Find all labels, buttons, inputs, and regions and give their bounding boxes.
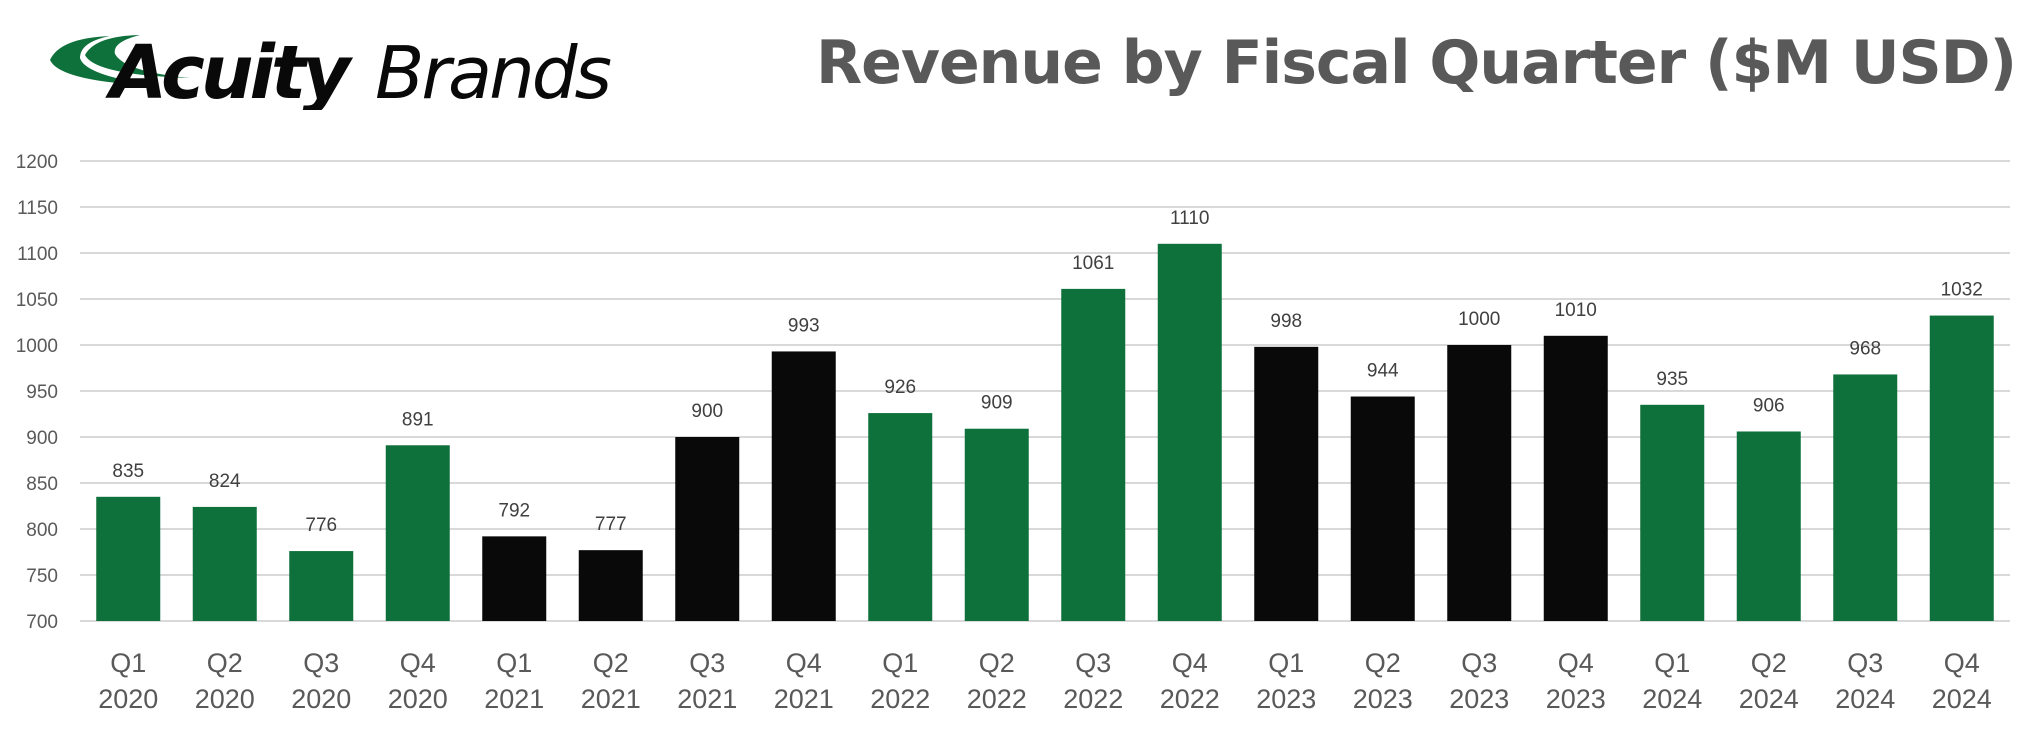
- bar: [96, 496, 161, 621]
- y-tick-label: 850: [26, 474, 58, 495]
- x-tick-year: 2021: [581, 684, 641, 714]
- x-tick-year: 2024: [1642, 684, 1702, 714]
- y-tick-label: 1100: [17, 244, 58, 265]
- data-label: 1000: [1458, 309, 1500, 330]
- x-tick-year: 2020: [195, 684, 255, 714]
- x-tick-quarter: Q4: [1558, 648, 1594, 678]
- x-tick-quarter: Q1: [110, 648, 146, 678]
- y-tick-label: 900: [26, 428, 58, 449]
- x-tick-year: 2023: [1449, 684, 1509, 714]
- data-label: 993: [788, 315, 820, 336]
- x-tick-year: 2023: [1353, 684, 1413, 714]
- x-tick-year: 2022: [1160, 684, 1220, 714]
- bar: [1447, 345, 1512, 621]
- data-label: 968: [1849, 338, 1881, 359]
- acuity-brands-logo: Acuity Brands: [50, 30, 613, 110]
- x-tick-year: 2020: [388, 684, 448, 714]
- x-tick-year: 2021: [774, 684, 834, 714]
- data-label: 891: [402, 409, 434, 430]
- x-tick-year: 2022: [967, 684, 1027, 714]
- data-label: 906: [1753, 395, 1785, 416]
- x-tick-quarter: Q1: [882, 648, 918, 678]
- x-tick-year: 2024: [1932, 684, 1992, 714]
- bar: [482, 536, 547, 621]
- bar: [771, 351, 836, 621]
- bar: [385, 445, 450, 621]
- x-tick-year: 2020: [98, 684, 158, 714]
- bar: [1833, 374, 1898, 621]
- x-tick-year: 2023: [1256, 684, 1316, 714]
- data-label: 835: [112, 461, 144, 482]
- data-label: 1010: [1555, 300, 1597, 321]
- bar: [1640, 404, 1705, 621]
- y-tick-label: 700: [26, 612, 58, 633]
- y-tick-label: 1000: [16, 336, 58, 357]
- bar: [964, 428, 1029, 621]
- bar: [1736, 431, 1801, 621]
- data-label: 909: [981, 393, 1013, 414]
- bar: [1543, 335, 1608, 621]
- data-label: 935: [1656, 369, 1688, 390]
- y-tick-label: 800: [26, 520, 58, 541]
- bar: [578, 550, 643, 621]
- bar: [192, 506, 257, 621]
- data-label: 1032: [1941, 280, 1983, 301]
- y-tick-label: 1200: [16, 152, 58, 173]
- x-tick-quarter: Q1: [1654, 648, 1690, 678]
- data-label: 998: [1270, 311, 1302, 332]
- x-tick-quarter: Q2: [1365, 648, 1401, 678]
- x-tick-quarter: Q2: [979, 648, 1015, 678]
- data-label: 926: [884, 377, 916, 398]
- data-label: 944: [1367, 361, 1399, 382]
- bar: [1061, 288, 1126, 621]
- data-label: 900: [691, 401, 723, 422]
- bar: [1157, 243, 1222, 622]
- x-tick-quarter: Q2: [1751, 648, 1787, 678]
- bar: [1350, 396, 1415, 621]
- x-tick-year: 2024: [1835, 684, 1895, 714]
- x-tick-quarter: Q4: [786, 648, 822, 678]
- bar: [868, 413, 933, 621]
- x-tick-quarter: Q2: [207, 648, 243, 678]
- x-tick-quarter: Q3: [1461, 648, 1497, 678]
- x-tick-quarter: Q3: [303, 648, 339, 678]
- svg-text:Acuity: Acuity: [105, 30, 353, 110]
- x-tick-quarter: Q3: [1847, 648, 1883, 678]
- x-tick-quarter: Q4: [400, 648, 436, 678]
- data-label: 1061: [1072, 253, 1114, 274]
- data-label: 792: [498, 500, 530, 521]
- svg-text:Brands: Brands: [375, 31, 610, 110]
- bar: [289, 551, 354, 621]
- x-tick-year: 2022: [1063, 684, 1123, 714]
- x-tick-quarter: Q3: [1075, 648, 1111, 678]
- data-label: 824: [209, 471, 241, 492]
- x-tick-year: 2021: [484, 684, 544, 714]
- x-tick-quarter: Q1: [496, 648, 532, 678]
- data-label: 776: [305, 515, 337, 536]
- x-tick-year: 2021: [677, 684, 737, 714]
- chart-title: Revenue by Fiscal Quarter ($M USD): [815, 28, 2017, 98]
- bar: [1929, 315, 1994, 621]
- y-tick-label: 750: [26, 566, 58, 587]
- x-tick-year: 2024: [1739, 684, 1799, 714]
- x-tick-quarter: Q2: [593, 648, 629, 678]
- data-label: 1110: [1170, 208, 1209, 229]
- x-tick-quarter: Q4: [1172, 648, 1208, 678]
- x-tick-quarter: Q1: [1268, 648, 1304, 678]
- x-tick-quarter: Q3: [689, 648, 725, 678]
- bar: [675, 437, 740, 621]
- data-label: 777: [595, 514, 627, 535]
- bar: [1254, 346, 1319, 621]
- y-tick-label: 950: [26, 382, 58, 403]
- y-tick-label: 1150: [17, 198, 58, 219]
- x-tick-quarter: Q4: [1944, 648, 1980, 678]
- x-tick-year: 2022: [870, 684, 930, 714]
- x-tick-year: 2020: [291, 684, 351, 714]
- y-tick-label: 1050: [16, 290, 58, 311]
- x-tick-year: 2023: [1546, 684, 1606, 714]
